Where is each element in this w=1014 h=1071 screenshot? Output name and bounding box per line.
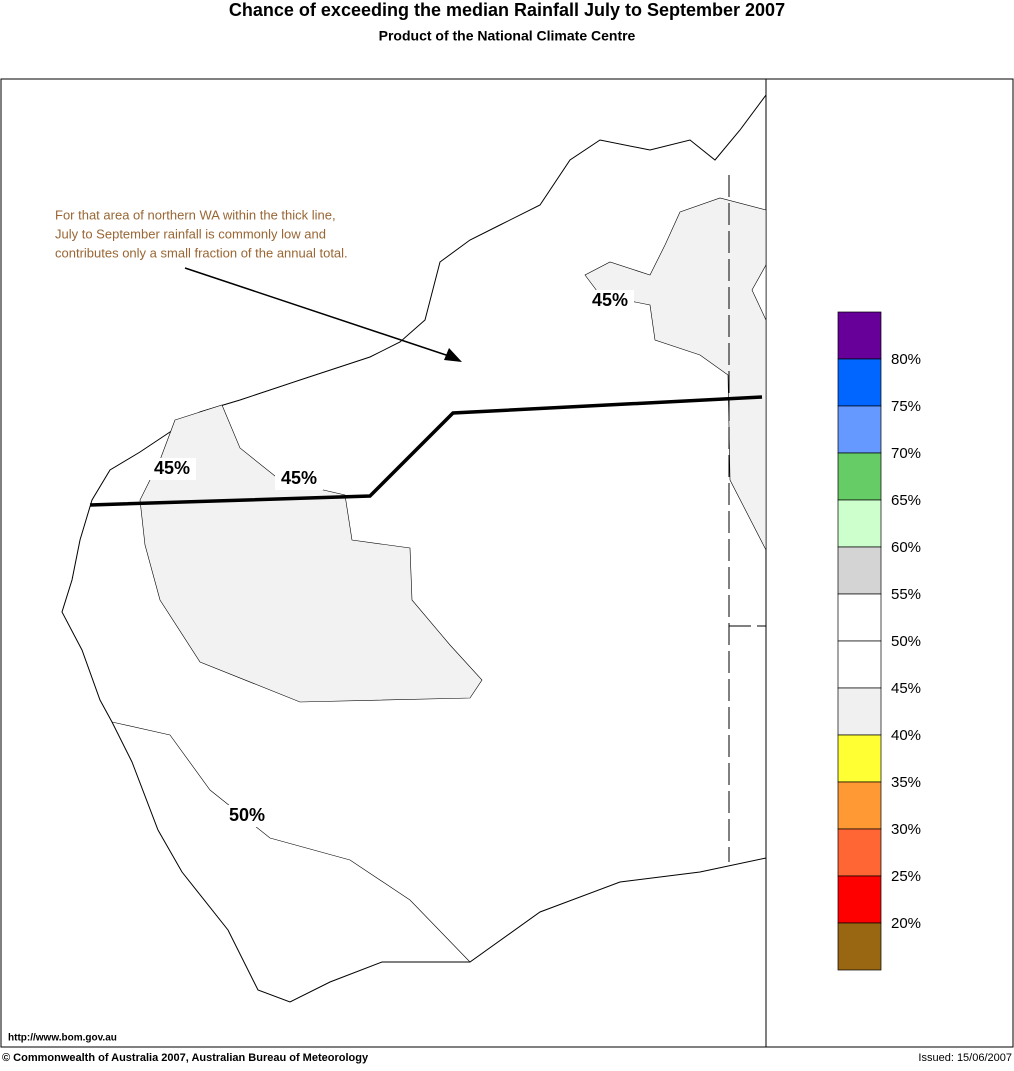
copyright: © Commonwealth of Australia 2007, Austra… [2,1052,369,1064]
legend-swatch [837,781,882,830]
legend-swatch [837,828,882,877]
contour-label: 45% [154,458,190,478]
legend-swatch [837,593,882,642]
label-bg [148,458,196,480]
coastline [61,94,767,1003]
label-bg [223,805,271,827]
contour-50 [111,721,471,963]
state-border [728,175,766,862]
legend-swatch [837,499,882,548]
annotation-line: contributes only a small fraction of the… [55,245,348,260]
arrow [184,267,456,359]
legend-swatch [837,358,882,407]
map [61,94,767,1003]
area-below-45 [139,404,483,703]
legend-swatch [837,452,882,501]
legend-label: 20% [891,915,921,932]
legend-swatch [837,640,882,689]
area-45-50 [751,263,767,321]
legend-swatch [837,546,882,595]
legend-label: 40% [891,727,921,744]
contour-label: 45% [281,468,317,488]
legend-label: 25% [891,868,921,885]
legend-label: 55% [891,586,921,603]
contour-label: 50% [229,805,265,825]
legend-label: 35% [891,774,921,791]
legend-swatch [837,311,882,360]
legend-label: 50% [891,633,921,650]
title: Chance of exceeding the median Rainfall … [229,0,785,20]
legend-label: 65% [891,492,921,509]
legend-swatch [837,875,882,924]
contour-labels: 45% 45% 45% 50% [148,290,634,827]
legend-label: 45% [891,680,921,697]
legend: 80% 75% 70% 65% 60% 55% 50% 45% 40% 35% 30% 25% 20% [837,311,921,971]
annotation-line: July to September rainfall is commonly l… [55,226,326,241]
issued: Issued: 15/06/2007 [918,1052,1012,1064]
arrow-head [444,348,462,362]
url: http://www.bom.gov.au [8,1033,117,1044]
legend-label: 60% [891,539,921,556]
subtitle: Product of the National Climate Centre [379,28,636,44]
legend-swatch [837,405,882,454]
legend-label: 30% [891,821,921,838]
legend-swatch [837,922,882,971]
legend-label: 80% [891,351,921,368]
label-bg [275,468,323,490]
annotation: For that area of northern WA within the … [55,207,348,260]
legend-label: 75% [891,398,921,415]
contour-label: 45% [592,290,628,310]
label-bg [586,290,634,312]
legend-label: 70% [891,445,921,462]
annotation-line: For that area of northern WA within the … [55,207,336,222]
thick-line [89,395,763,507]
legend-swatch [837,687,882,736]
legend-swatch [837,734,882,783]
